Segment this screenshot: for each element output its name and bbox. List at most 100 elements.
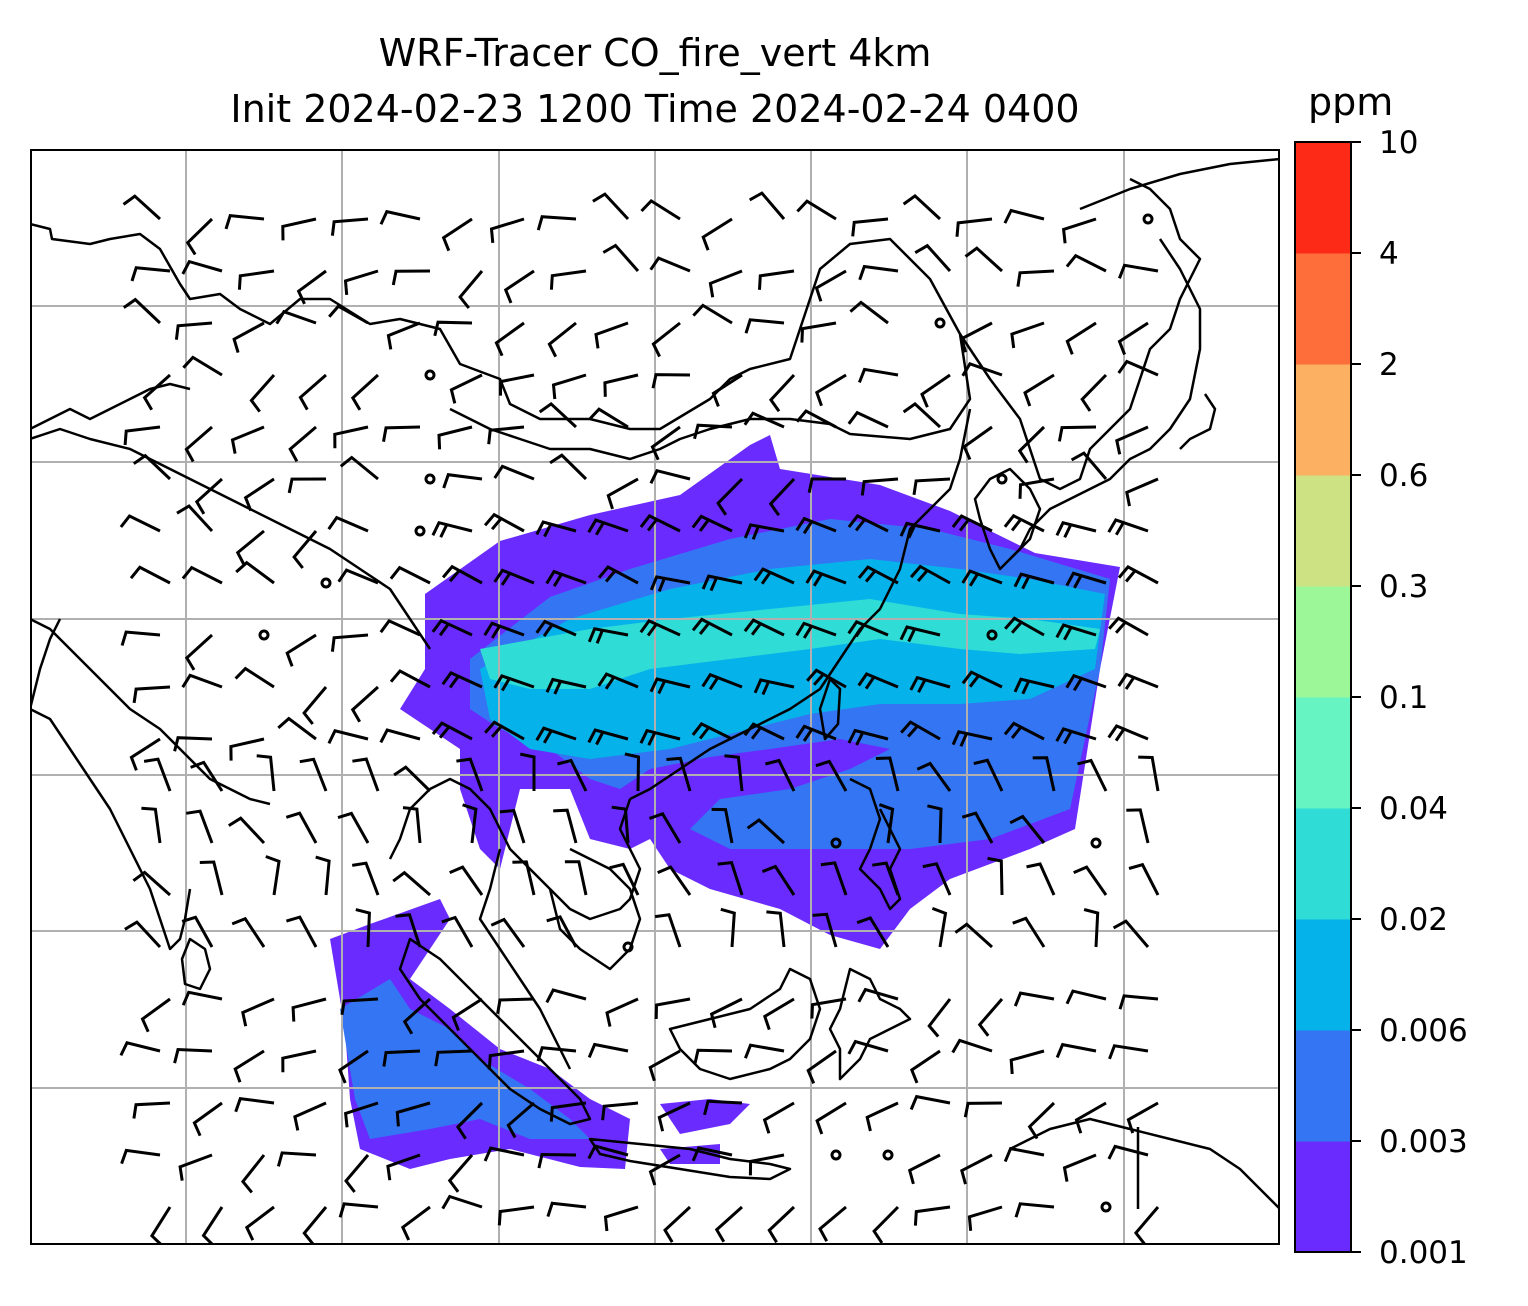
calm-marker <box>830 1149 842 1161</box>
wind-barb <box>609 862 640 896</box>
wind-barb <box>181 990 223 1006</box>
wind-barb <box>339 455 379 481</box>
wind-barb <box>343 1101 379 1128</box>
wind-barb <box>1065 253 1107 273</box>
wind-barb <box>194 477 224 515</box>
wind-barb <box>693 1048 733 1065</box>
wind-barb <box>275 309 317 325</box>
wind-barb <box>120 630 161 646</box>
wind-barb <box>909 1049 941 1084</box>
wind-barb <box>1112 919 1150 948</box>
wind-barb <box>960 321 993 353</box>
wind-barb <box>256 754 276 792</box>
colorbar-tick-label: 0.02 <box>1379 902 1448 938</box>
wind-barb <box>806 1049 837 1084</box>
wind-barb <box>350 373 380 411</box>
wind-barb <box>1117 321 1149 356</box>
wind-barb <box>382 1049 421 1067</box>
wind-barb <box>692 303 733 325</box>
wind-barb <box>768 373 796 413</box>
wind-barb <box>1073 865 1108 896</box>
wind-barb <box>648 1153 681 1186</box>
wind-barb <box>1004 616 1045 637</box>
wind-barb <box>987 856 1004 896</box>
wind-barb <box>857 565 899 585</box>
wind-barb <box>338 1202 379 1218</box>
colorbar-swatch <box>1295 1141 1351 1253</box>
wind-barb <box>277 716 317 741</box>
wind-barb <box>1108 1044 1149 1060</box>
wind-barb <box>663 1205 692 1243</box>
wind-barb <box>913 1205 951 1226</box>
wind-barb <box>961 361 1003 377</box>
calm-marker <box>414 525 426 537</box>
wind-barb <box>393 765 432 793</box>
wind-barb <box>899 625 941 643</box>
wind-barb <box>549 1101 587 1122</box>
wind-barb <box>611 805 630 844</box>
wind-barb <box>173 1047 213 1064</box>
wind-barb <box>909 1094 951 1111</box>
wind-barb <box>190 760 224 792</box>
wind-barb <box>228 816 266 845</box>
wind-barb <box>545 569 587 587</box>
wind-barb <box>748 1153 785 1176</box>
coastlines <box>30 157 1280 1210</box>
wind-barb <box>744 1043 785 1059</box>
wind-barb <box>132 870 171 897</box>
colorbar-swatch <box>1295 697 1351 809</box>
wind-barb <box>299 757 328 792</box>
wind-barb <box>640 198 681 221</box>
wind-barb <box>1012 916 1046 948</box>
wind-barb <box>512 860 536 896</box>
wind-barb <box>302 1206 328 1245</box>
coast-borneo <box>668 967 822 1081</box>
wind-barb <box>1003 208 1045 224</box>
wind-barb <box>1117 564 1159 585</box>
wind-barb <box>549 269 587 290</box>
wind-barb <box>240 1154 266 1194</box>
wind-barb <box>1003 721 1045 741</box>
wind-barb <box>602 243 640 272</box>
wind-barb <box>338 1049 369 1084</box>
wind-barb <box>545 988 587 1004</box>
calm-marker <box>996 473 1008 485</box>
wind-barb <box>1133 1206 1160 1245</box>
wind-barb <box>711 807 734 844</box>
wind-barb <box>129 737 161 771</box>
wind-barb <box>234 666 275 689</box>
wind-barb <box>449 865 484 896</box>
wind-barb <box>1013 677 1055 695</box>
wind-barb <box>185 809 214 844</box>
wind-barb <box>714 1205 744 1243</box>
wind-barb <box>639 514 681 533</box>
calm-marker <box>882 1149 894 1161</box>
wind-barb <box>851 217 889 237</box>
coast-east-asia <box>958 177 1202 491</box>
wind-barb <box>743 722 785 741</box>
wind-barb <box>1055 727 1097 745</box>
map-frame <box>30 149 1280 1245</box>
wind-barb <box>1055 1042 1097 1059</box>
wind-barb <box>333 425 369 449</box>
wind-barb <box>233 1049 265 1083</box>
wind-barb <box>132 453 172 481</box>
wind-barb <box>537 1152 577 1169</box>
wind-barb <box>379 209 421 225</box>
wind-barb <box>746 818 786 845</box>
wind-barb <box>458 270 484 309</box>
colorbar-tick-label: 0.003 <box>1379 1124 1468 1160</box>
wind-barb <box>296 269 327 305</box>
coast-malay-peninsula <box>478 848 572 1070</box>
wind-barb <box>265 855 281 896</box>
wind-barb <box>1026 862 1056 896</box>
wind-barb <box>181 673 223 689</box>
colorbar-frame <box>1294 141 1352 1253</box>
wind-barb <box>234 1096 275 1113</box>
wind-barb <box>382 425 421 442</box>
wind-barb <box>1003 1146 1045 1163</box>
wind-barb <box>1010 321 1045 349</box>
wind-barb <box>810 997 847 1019</box>
wind-barb <box>605 997 639 1027</box>
wind-barb <box>849 300 889 325</box>
